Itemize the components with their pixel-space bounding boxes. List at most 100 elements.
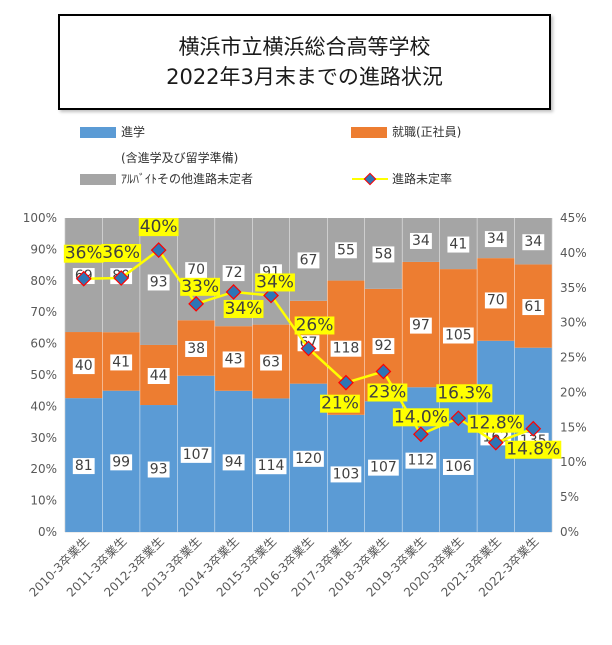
line-value-label-bg	[63, 244, 104, 263]
chart-title-line1: 横浜市立横浜総合高等学校	[178, 35, 431, 59]
bar-value-label: 114	[258, 458, 285, 474]
bar-value-label: 81	[75, 458, 93, 474]
bar-value-label-bg	[484, 292, 507, 309]
legend-label-arubaito: ｱﾙﾊﾞｲﾄその他進路未定者	[121, 172, 254, 186]
bar-value-label: 34	[487, 231, 505, 247]
bar-value-label-bg	[222, 351, 245, 368]
line-value-label: 21%	[321, 394, 359, 414]
bar-value-label-bg	[72, 458, 95, 475]
bar-value-label-bg	[297, 252, 320, 269]
bar-value-label-bg	[522, 234, 545, 251]
line-value-label-bg	[138, 218, 179, 237]
legend-note: (含進学及び留学準備)	[121, 151, 239, 165]
bar-value-label: 93	[150, 274, 168, 290]
line-marker	[300, 340, 317, 357]
y-left-tick-label: 100%	[23, 211, 57, 225]
legend-label-shingaku: 進学	[121, 125, 146, 139]
line-value-label: 40%	[140, 217, 178, 237]
bar-value-label-bg	[442, 458, 474, 475]
bar-value-label: 103	[333, 466, 360, 482]
bar-value-label-bg	[330, 340, 362, 357]
y-left-tick-label: 40%	[30, 399, 57, 413]
line-marker	[225, 284, 242, 300]
line-value-label-bg	[294, 316, 335, 335]
legend-label-miteiritsu: 進路未定率	[392, 172, 453, 186]
bar-value-label: 70	[187, 262, 205, 278]
y-right-tick-label: 0%	[560, 525, 579, 539]
legend-line-sample	[352, 172, 388, 186]
line-value-label: 34%	[256, 272, 294, 292]
line-value-label-bg	[180, 277, 221, 296]
bar-value-label-bg	[447, 236, 470, 253]
bar-value-label-bg	[260, 354, 282, 371]
y-right-tick-label: 25%	[560, 351, 587, 365]
bar-value-label: 92	[375, 338, 393, 354]
bar-value-label-bg	[368, 459, 399, 476]
bar-value-label-bg	[372, 246, 395, 263]
bar-value-label-bg	[255, 458, 287, 475]
line-value-label-bg	[436, 384, 493, 403]
bar-value-label: 55	[337, 242, 355, 258]
line-marker	[150, 242, 167, 259]
line-marker	[75, 270, 92, 287]
line-marker	[450, 410, 467, 427]
y-left-tick-label: 20%	[30, 462, 57, 476]
chart-title-line2: 2022年3月末までの進路状況	[166, 65, 443, 89]
bar-value-label-bg	[72, 358, 95, 375]
legend-swatch-shushoku	[351, 127, 387, 138]
y-left-tick-label: 90%	[30, 242, 57, 256]
legend: 進学 (含進学及び留学準備) 就職(正社員) ｱﾙﾊﾞｲﾄその他進路未定者 進路…	[0, 0, 612, 200]
bar-value-label: 41	[112, 354, 130, 370]
y-right-tick-label: 15%	[560, 420, 587, 434]
legend-label-shushoku: 就職(正社員)	[392, 125, 462, 139]
line-value-label: 16.3%	[437, 383, 491, 403]
bar-value-label-bg	[405, 452, 437, 469]
y-left-tick-label: 70%	[30, 305, 57, 319]
y-left-tick-label: 80%	[30, 274, 57, 288]
bar-value-label: 61	[524, 299, 542, 315]
bar-value-label-bg	[185, 262, 208, 279]
bar-value-label: 99	[112, 454, 130, 470]
bar-value-label: 107	[370, 460, 397, 476]
bar-value-label: 70	[487, 292, 505, 308]
bar-value-label-bg	[409, 317, 432, 334]
y-left-tick-label: 60%	[30, 337, 57, 351]
bar-value-label-bg	[293, 450, 324, 467]
line-value-label-bg	[101, 244, 142, 263]
line-value-label: 34%	[225, 299, 263, 319]
y-right-tick-label: 30%	[560, 316, 587, 330]
y-left-tick-label: 30%	[30, 431, 57, 445]
line-value-label: 23%	[369, 383, 407, 403]
bar-value-label: 34	[524, 234, 542, 250]
line-value-label-bg	[320, 394, 360, 413]
line-value-label-bg	[367, 383, 408, 402]
bar-value-label-bg	[110, 354, 133, 371]
y-left-tick-label: 0%	[38, 525, 57, 539]
line-marker	[412, 426, 429, 443]
line-marker	[113, 270, 130, 286]
line-value-label-bg	[505, 440, 562, 459]
line-marker	[375, 363, 392, 380]
bar-value-label: 112	[408, 453, 435, 469]
bar-value-label: 67	[300, 252, 318, 268]
line-value-label: 33%	[181, 277, 219, 297]
bar-value-label: 34	[412, 233, 430, 249]
bar-value-label: 105	[445, 328, 472, 344]
line-value-label: 14.0%	[394, 407, 448, 427]
line-value-label-bg	[255, 273, 295, 292]
y-left-tick-label: 50%	[30, 368, 57, 382]
y-right-tick-label: 45%	[560, 211, 587, 225]
y-right-tick-label: 20%	[560, 385, 587, 399]
bar-value-label-bg	[222, 265, 245, 282]
bar-value-label-bg	[222, 454, 245, 471]
bar-value-label: 120	[295, 451, 322, 467]
line-marker	[188, 295, 205, 312]
bar-value-label-bg	[147, 368, 170, 384]
bar-value-label-bg	[335, 242, 357, 259]
y-right-tick-label: 5%	[560, 490, 579, 504]
bar-value-label-bg	[147, 461, 170, 478]
bar-value-label: 72	[225, 265, 243, 281]
bar-value-label: 58	[375, 246, 393, 262]
bar-value-label: 40	[75, 358, 93, 374]
